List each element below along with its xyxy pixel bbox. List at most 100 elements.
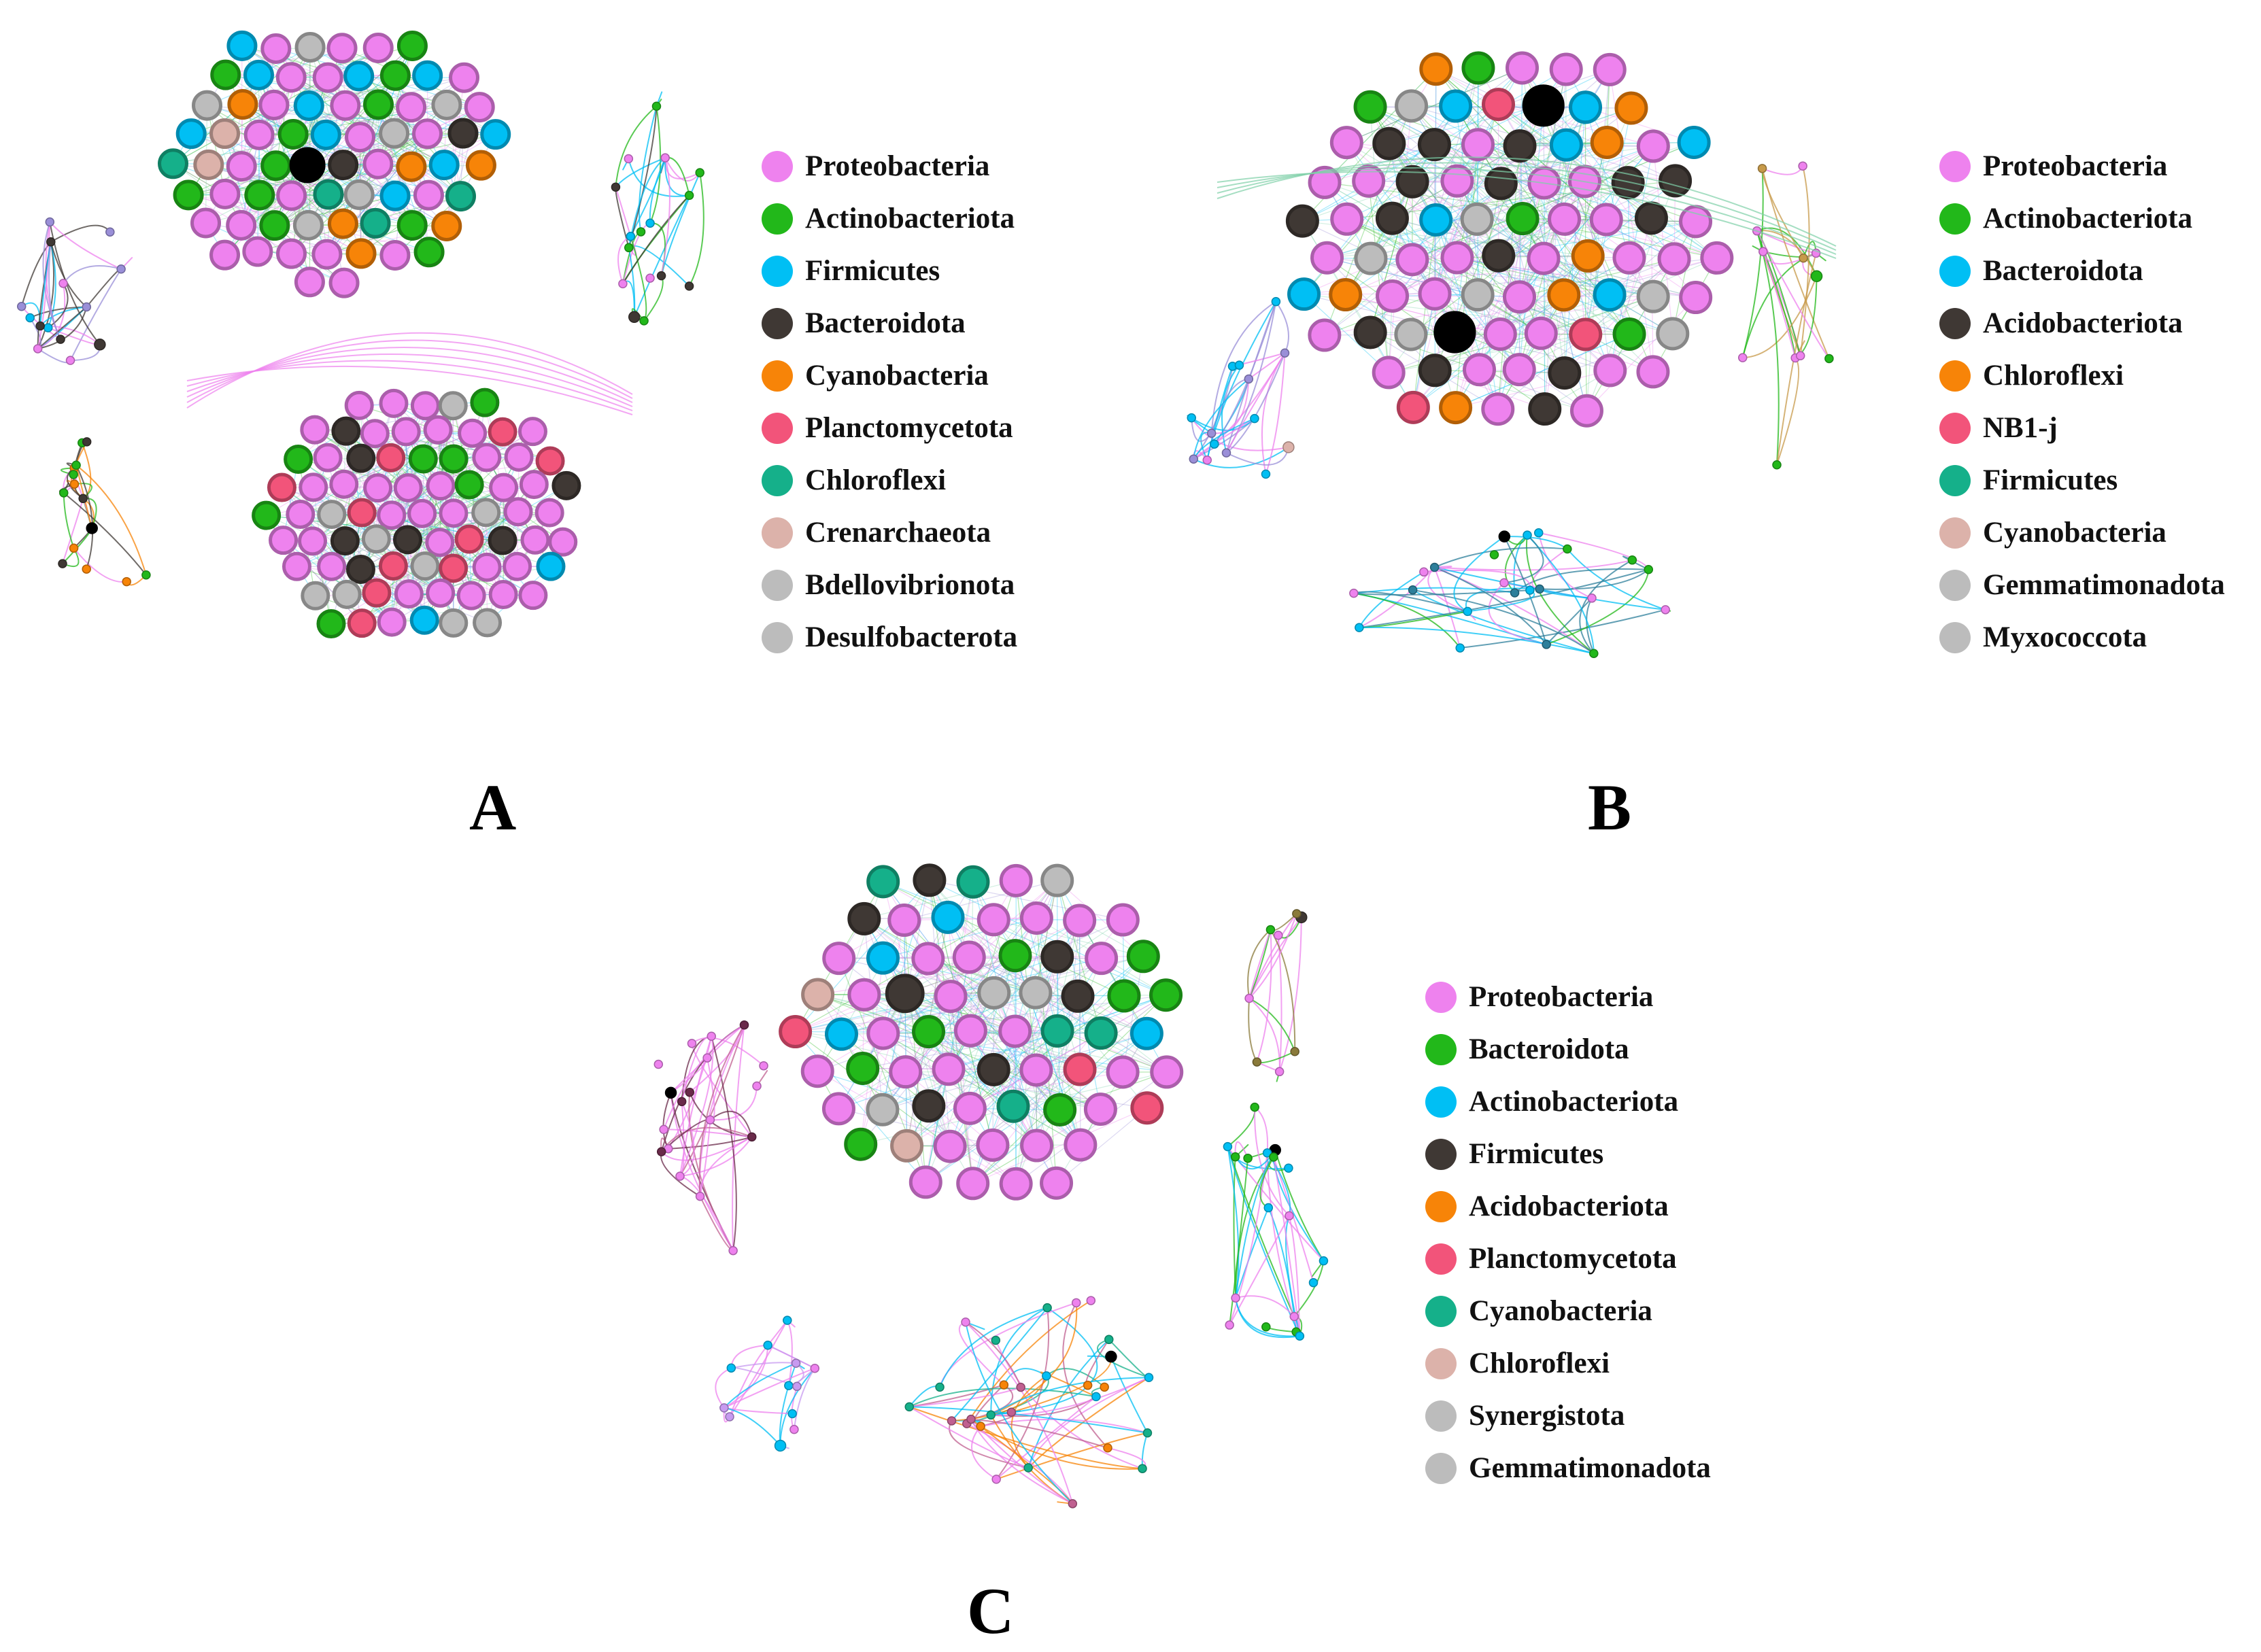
- edge: [929, 880, 1036, 993]
- legend-label: Chloroflexi: [1983, 360, 2124, 392]
- node: [413, 179, 444, 211]
- edge: [883, 1033, 951, 1147]
- node: [1548, 202, 1582, 236]
- edge: [729, 1345, 768, 1417]
- edge: [1015, 880, 1058, 1031]
- node: [209, 239, 241, 271]
- edge: [1353, 592, 1461, 649]
- node: [1269, 1152, 1278, 1162]
- legend-label: Acidobacteriota: [1983, 307, 2183, 339]
- node: [329, 469, 359, 499]
- node: [976, 1128, 1010, 1162]
- node: [1271, 296, 1281, 307]
- edge: [904, 993, 1081, 1070]
- node: [258, 89, 290, 120]
- node: [25, 313, 35, 323]
- edge: [864, 918, 930, 1032]
- edge: [838, 958, 994, 993]
- edge: [928, 1031, 1014, 1107]
- edge: [643, 275, 664, 322]
- edge: [1229, 1215, 1290, 1326]
- edge: [1036, 918, 1057, 1184]
- edge: [1457, 181, 1478, 295]
- edge: [1519, 258, 1675, 298]
- edge: [1248, 998, 1258, 1063]
- legend-dot: [1425, 1453, 1457, 1484]
- node: [866, 1016, 900, 1050]
- edge: [948, 958, 1102, 1070]
- node: [426, 471, 456, 501]
- node: [488, 417, 517, 447]
- edge: [1546, 569, 1650, 645]
- edge: [715, 1367, 732, 1409]
- edge: [883, 917, 1037, 959]
- edge: [928, 958, 1167, 1073]
- node: [1394, 317, 1428, 351]
- edge: [633, 194, 690, 317]
- node: [675, 1171, 685, 1181]
- panel-label-a: A: [469, 771, 517, 844]
- edge: [1389, 105, 1544, 144]
- legend-label: Acidobacteriota: [1469, 1190, 1669, 1222]
- edge: [1756, 230, 1818, 277]
- edge: [241, 135, 260, 226]
- node: [431, 210, 462, 241]
- edge: [342, 133, 395, 224]
- edge: [1235, 1298, 1300, 1337]
- node: [519, 470, 549, 500]
- edge: [1434, 566, 1547, 645]
- node: [1376, 279, 1410, 313]
- edge: [1776, 357, 1800, 466]
- edge: [343, 432, 473, 485]
- node: [1656, 317, 1690, 351]
- node: [82, 564, 91, 574]
- edge: [904, 993, 1081, 1070]
- node: [1330, 202, 1364, 236]
- edge: [309, 105, 445, 166]
- edge: [1412, 220, 1437, 408]
- edge: [1756, 230, 1780, 465]
- edge: [970, 956, 1058, 1031]
- edge: [1497, 218, 1523, 409]
- edge: [1503, 534, 1544, 584]
- legend-dot: [1425, 1243, 1457, 1275]
- edge: [1412, 589, 1595, 655]
- edge: [925, 882, 974, 1183]
- node: [961, 1317, 970, 1327]
- node: [1772, 460, 1782, 470]
- edge: [1388, 105, 1412, 373]
- edge: [980, 1426, 1143, 1470]
- legend-label: Crenarchaeota: [805, 517, 991, 549]
- node: [1262, 1148, 1272, 1158]
- edge: [1036, 1033, 1147, 1071]
- edge: [1455, 105, 1565, 220]
- node: [122, 577, 131, 587]
- node: [1206, 428, 1217, 438]
- edge: [883, 957, 1036, 993]
- node: [1549, 52, 1583, 86]
- edge: [664, 158, 690, 196]
- node: [294, 32, 326, 63]
- edge: [1324, 182, 1393, 296]
- node: [78, 494, 88, 504]
- node: [1460, 202, 1494, 236]
- edge: [795, 919, 994, 1033]
- edge: [273, 104, 360, 138]
- node: [1593, 278, 1627, 312]
- node: [1274, 1067, 1285, 1077]
- legend-label: Chloroflexi: [1469, 1347, 1610, 1379]
- node: [1016, 1382, 1025, 1392]
- node: [998, 939, 1032, 973]
- node: [707, 1031, 716, 1042]
- edge: [1435, 69, 1545, 184]
- node: [377, 500, 407, 530]
- node: [313, 179, 344, 210]
- edge: [841, 1033, 930, 1107]
- edge: [1256, 929, 1272, 1063]
- node: [503, 551, 532, 581]
- legend-dot: [1939, 517, 1971, 549]
- edge: [1544, 69, 1567, 184]
- edge: [1498, 145, 1654, 256]
- edge: [1567, 548, 1666, 610]
